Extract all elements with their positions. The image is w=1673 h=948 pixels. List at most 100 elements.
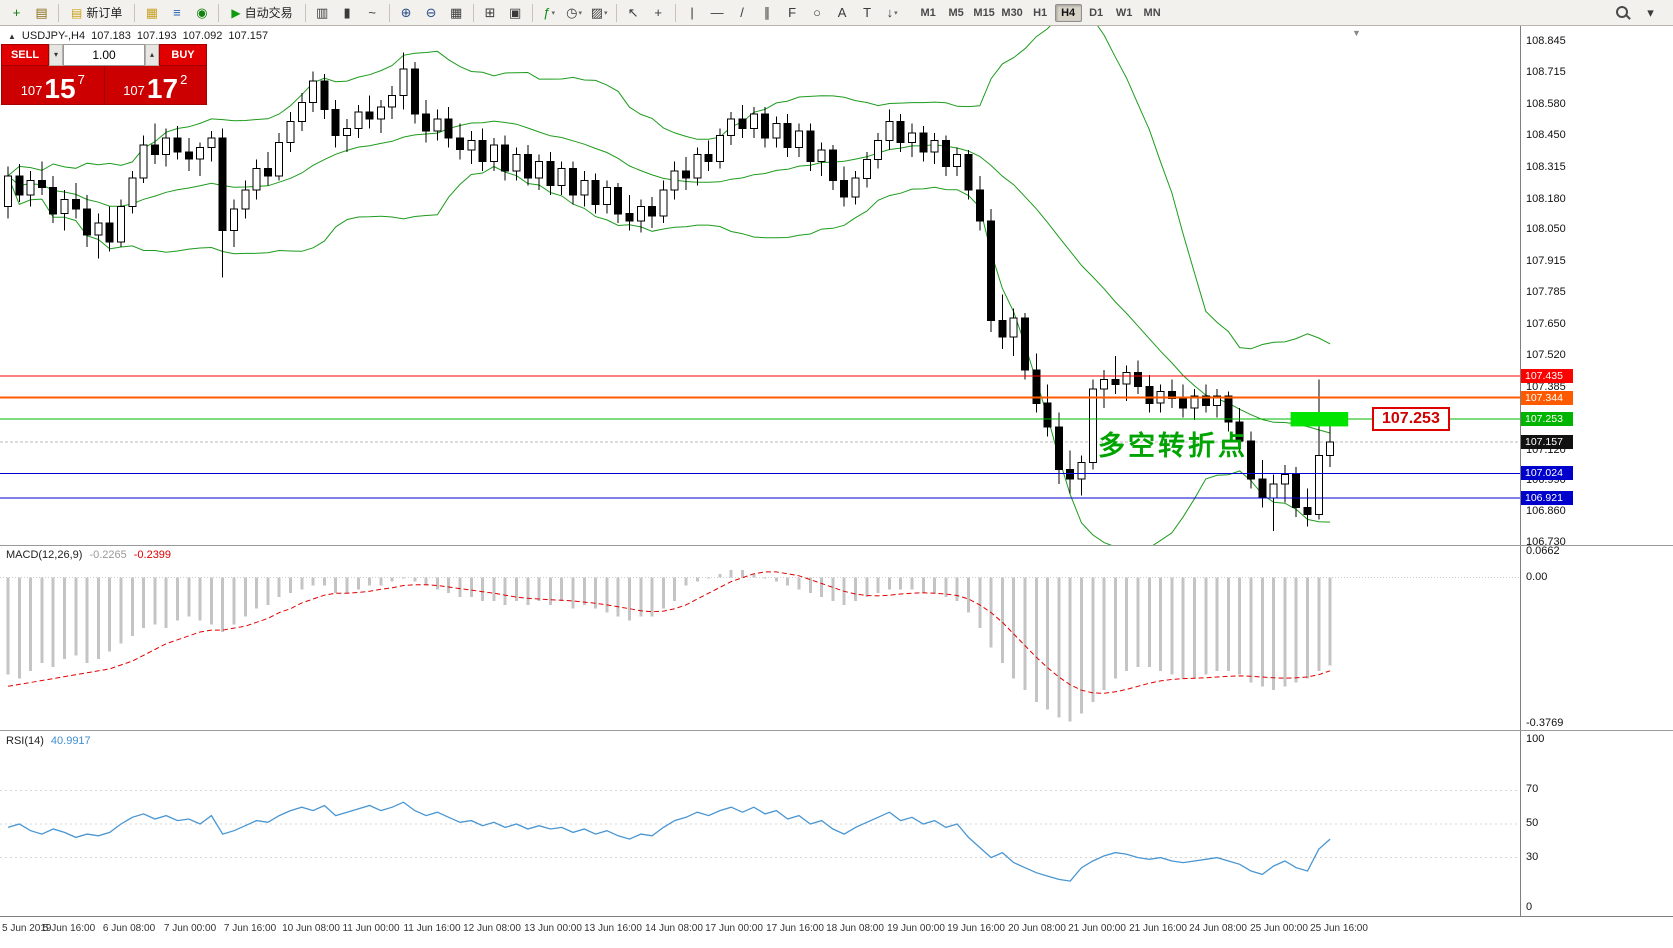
buy-price[interactable]: 107 17 2 xyxy=(105,66,207,104)
new-order-button-label: 新订单 xyxy=(86,6,123,20)
panel-separator[interactable] xyxy=(0,730,1673,731)
indicators-icon[interactable]: ƒ ▾ xyxy=(543,5,555,20)
time-axis[interactable]: 5 Jun 2019 5 Jun 16:00 6 Jun 08:00 7 Jun 00… xyxy=(0,916,1673,948)
arrows-icon[interactable]: ↓ ▾ xyxy=(886,5,898,20)
symbol-info: ▲ USDJPY-,H4 107.183 107.193 107.092 107… xyxy=(8,30,268,42)
strategy-tester-icon[interactable]: ◉ xyxy=(196,5,208,20)
axis-tick-label: 108.715 xyxy=(1526,66,1566,78)
axis-tick-label: 0.00 xyxy=(1526,571,1548,583)
chart-shift-marker-icon: ▼ xyxy=(1352,28,1361,38)
time-axis-label: 7 Jun 16:00 xyxy=(223,923,277,934)
axis-tick-label: 108.450 xyxy=(1526,129,1566,141)
quick-nav-icon[interactable]: ▾ xyxy=(1647,5,1654,20)
sell-button[interactable]: SELL xyxy=(1,44,49,66)
vertical-line-icon[interactable]: | xyxy=(690,5,694,20)
ellipse-icon[interactable]: ○ xyxy=(813,5,822,20)
profiles-icon[interactable]: ▤ xyxy=(35,5,48,20)
zoom-out-icon[interactable]: ⊖ xyxy=(425,5,437,20)
time-axis-label: 20 Jun 08:00 xyxy=(1008,923,1066,934)
trendline-icon[interactable]: / xyxy=(740,5,744,20)
symbol-title: USDJPY-,H4 xyxy=(21,30,86,42)
time-axis-label: 13 Jun 16:00 xyxy=(584,923,642,934)
trade-panel-top: SELL ▾ ▴ BUY xyxy=(1,44,207,66)
toolbar-right: ▾ xyxy=(1612,2,1669,24)
line-chart-icon[interactable]: ~ xyxy=(368,5,376,20)
new-order-button[interactable]: ▤ 新订单 xyxy=(63,3,130,23)
grid-icon[interactable]: ▦ xyxy=(449,5,463,20)
time-axis-label: 10 Jun 08:00 xyxy=(282,923,340,934)
price-level-badge: 107.157 xyxy=(1521,435,1573,449)
axis-tick-label: 108.580 xyxy=(1526,98,1566,110)
sell-price[interactable]: 107 15 7 xyxy=(2,66,104,104)
timeframe-h4[interactable]: H4 xyxy=(1054,3,1082,22)
horizontal-line-icon[interactable]: — xyxy=(710,5,724,20)
time-axis-label: 13 Jun 00:00 xyxy=(524,923,582,934)
macd-name: MACD(12,26,9) xyxy=(6,549,83,561)
trade-panel-prices: 107 15 7 107 17 2 xyxy=(1,66,207,105)
timeframe-m1[interactable]: M1 xyxy=(915,4,942,22)
axis-tick-label: 0.0662 xyxy=(1526,545,1560,557)
new-chart-icon[interactable]: + xyxy=(12,5,21,20)
axis-tick-label: 107.520 xyxy=(1526,349,1566,361)
axis-tick-label: 108.845 xyxy=(1526,35,1566,47)
macd-panel[interactable] xyxy=(0,546,1520,730)
macd-label: MACD(12,26,9) -0.2265 -0.2399 xyxy=(6,549,171,561)
timeframe-d1[interactable]: D1 xyxy=(1083,4,1110,22)
time-axis-label: 25 Jun 00:00 xyxy=(1250,923,1308,934)
zoom-in-icon[interactable]: ⊕ xyxy=(400,5,412,20)
tile-windows-icon[interactable]: ⊞ xyxy=(484,5,496,20)
buy-button[interactable]: BUY xyxy=(159,44,207,66)
periods-icon[interactable]: ◷ ▾ xyxy=(566,5,583,20)
one-click-trading-panel: SELL ▾ ▴ BUY 107 15 7 107 17 2 xyxy=(1,44,207,105)
toolbar-separator xyxy=(388,3,390,22)
cursor-icon[interactable]: ↖ xyxy=(627,5,639,20)
text-icon[interactable]: A xyxy=(837,5,847,20)
crosshair-icon[interactable]: + xyxy=(654,5,662,20)
volume-increase-button[interactable]: ▴ xyxy=(145,44,159,66)
charts-grid-icon[interactable]: ▦ xyxy=(145,5,158,20)
timeframe-m5[interactable]: M5 xyxy=(943,4,970,22)
timeframe-mn[interactable]: MN xyxy=(1139,4,1166,22)
volume-input[interactable] xyxy=(63,44,145,66)
axis-tick-label: 30 xyxy=(1526,851,1539,863)
axis-tick-label: 0 xyxy=(1526,901,1533,913)
axis-tick-label: 108.050 xyxy=(1526,223,1566,235)
timeframe-m15[interactable]: M15 xyxy=(971,4,998,22)
axis-tick-label: 107.785 xyxy=(1526,286,1566,298)
panel-toggle-icon[interactable]: ▲ xyxy=(8,31,16,41)
volume-decrease-button[interactable]: ▾ xyxy=(49,44,63,66)
text-label-icon[interactable]: T xyxy=(863,5,872,20)
candlestick-chart-icon[interactable]: ▮ xyxy=(343,5,351,20)
axis-tick-label: 100 xyxy=(1526,733,1545,745)
toolbar-separator xyxy=(615,3,617,22)
time-axis-label: 19 Jun 00:00 xyxy=(887,923,945,934)
templates-icon[interactable]: ▨ ▾ xyxy=(590,5,608,20)
rsi-panel[interactable] xyxy=(0,732,1520,916)
price-divider xyxy=(103,66,105,104)
time-axis-label: 17 Jun 16:00 xyxy=(766,923,824,934)
market-watch-icon[interactable]: ≡ xyxy=(173,5,181,20)
time-axis-label: 11 Jun 00:00 xyxy=(342,923,400,934)
rsi-chart[interactable] xyxy=(0,732,1520,916)
cascade-windows-icon[interactable]: ▣ xyxy=(508,5,522,20)
main-chart-panel[interactable] xyxy=(0,7,1520,550)
time-axis-label: 7 Jun 00:00 xyxy=(163,923,217,934)
timeframe-h1[interactable]: H1 xyxy=(1027,4,1054,22)
ohlc-close: 107.157 xyxy=(228,30,269,42)
bar-chart-icon[interactable]: ▥ xyxy=(315,5,329,20)
toolbar: + ▤ ▤ 新订单 ▦ ≡ ◉ ▶ 自动交易 ▥ ▮ ~ ⊕ ⊖ ▦ ⊞ ▣ ƒ ▾ ◷ ▾ ▨ ▾ ↖ + | — / ∥ F ○ A T ↓ ▾… xyxy=(0,0,1673,26)
price-callout[interactable]: 107.253 xyxy=(1372,407,1450,431)
timeframe-m30[interactable]: M30 xyxy=(999,4,1026,22)
timeframe-w1[interactable]: W1 xyxy=(1111,4,1138,22)
search-icon[interactable] xyxy=(1612,3,1632,23)
candlestick-chart[interactable] xyxy=(0,7,1520,550)
toolbar-separator xyxy=(58,3,59,22)
toolbar-separator xyxy=(674,3,676,22)
panel-separator[interactable] xyxy=(0,545,1673,546)
fibonacci-icon[interactable]: F xyxy=(788,5,797,20)
macd-chart[interactable] xyxy=(0,546,1520,730)
price-level-badge: 107.024 xyxy=(1521,466,1573,480)
time-axis-label: 25 Jun 16:00 xyxy=(1310,923,1368,934)
autotrading-button[interactable]: ▶ 自动交易 xyxy=(223,3,300,23)
equidistant-channel-icon[interactable]: ∥ xyxy=(763,5,771,20)
